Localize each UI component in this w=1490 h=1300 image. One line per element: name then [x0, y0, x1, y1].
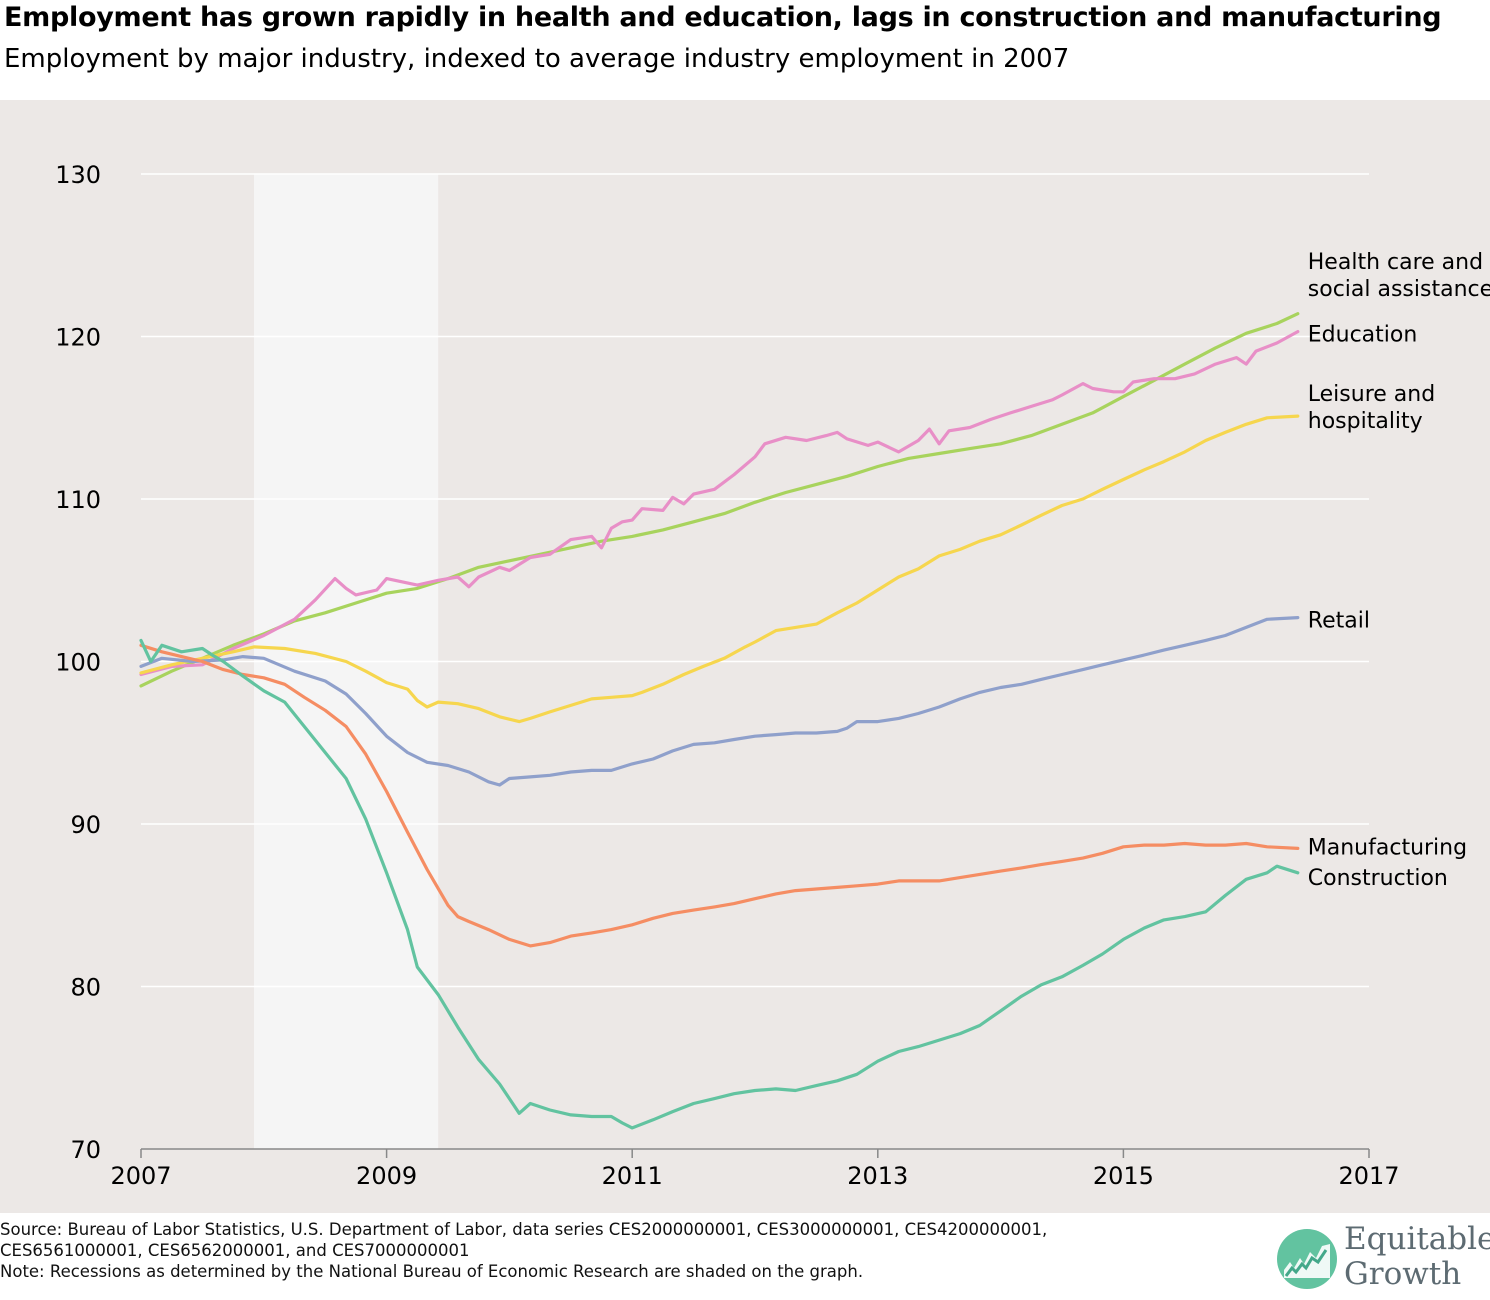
- growth-logo-icon: [1277, 1229, 1337, 1289]
- series-label-retail: Retail: [1308, 609, 1370, 634]
- logo-line-1: Equitable: [1344, 1221, 1490, 1257]
- x-tick-label-2017: 2017: [1338, 1162, 1399, 1190]
- series-label-construction: Construction: [1308, 866, 1448, 891]
- y-tick-label-100: 100: [55, 649, 101, 677]
- logo-wordmark: Equitable Growth: [1344, 1222, 1490, 1292]
- equitable-growth-logo: Equitable Growth: [1276, 1222, 1490, 1296]
- y-tick-label-110: 110: [55, 486, 101, 514]
- y-tick-label-130: 130: [55, 161, 101, 189]
- chart-subtitle: Employment by major industry, indexed to…: [4, 44, 1070, 74]
- source-line-2: CES6561000001, CES6562000001, and CES700…: [0, 1241, 470, 1260]
- series-label-education: Education: [1308, 323, 1418, 348]
- series-label-manufacturing: Manufacturing: [1308, 835, 1467, 860]
- x-tick-label-2011: 2011: [602, 1162, 663, 1190]
- x-tick-label-2013: 2013: [847, 1162, 908, 1190]
- source-line-1: Source: Bureau of Labor Statistics, U.S.…: [0, 1220, 1048, 1239]
- line-chart: 70 80 90 100 110 120 130 2007 2009 2011 2013 2015 20…: [55, 161, 1490, 1190]
- series-line-education: [139, 330, 1300, 677]
- y-tick-label-120: 120: [55, 324, 101, 352]
- y-tick-label-80: 80: [70, 974, 101, 1002]
- recession-note: Note: Recessions as determined by the Na…: [0, 1262, 864, 1281]
- x-tick-label-2015: 2015: [1093, 1162, 1154, 1190]
- series-line-construction: [139, 638, 1300, 1130]
- y-tick-label-90: 90: [70, 811, 101, 839]
- series-label-leisure-and: Leisure and hospitality: [1308, 382, 1435, 434]
- logo-line-2: Growth: [1344, 1256, 1462, 1292]
- series-line-manufacturing: [139, 643, 1300, 948]
- series-line-health-care-and: [139, 312, 1300, 688]
- chart-footer: Source: Bureau of Labor Statistics, U.S.…: [0, 1219, 1200, 1282]
- series-line-retail: [139, 616, 1300, 787]
- chart-panel: 70 80 90 100 110 120 130 2007 2009 2011 2013 2015 20…: [0, 100, 1490, 1213]
- series-line-leisure-and: [139, 414, 1300, 724]
- x-tick-label-2009: 2009: [356, 1162, 417, 1190]
- x-tick-label-2007: 2007: [110, 1162, 171, 1190]
- series-label-health-care-and: Health care and social assistance: [1308, 250, 1490, 302]
- y-tick-label-70: 70: [70, 1136, 101, 1164]
- chart-title: Employment has grown rapidly in health a…: [4, 2, 1442, 33]
